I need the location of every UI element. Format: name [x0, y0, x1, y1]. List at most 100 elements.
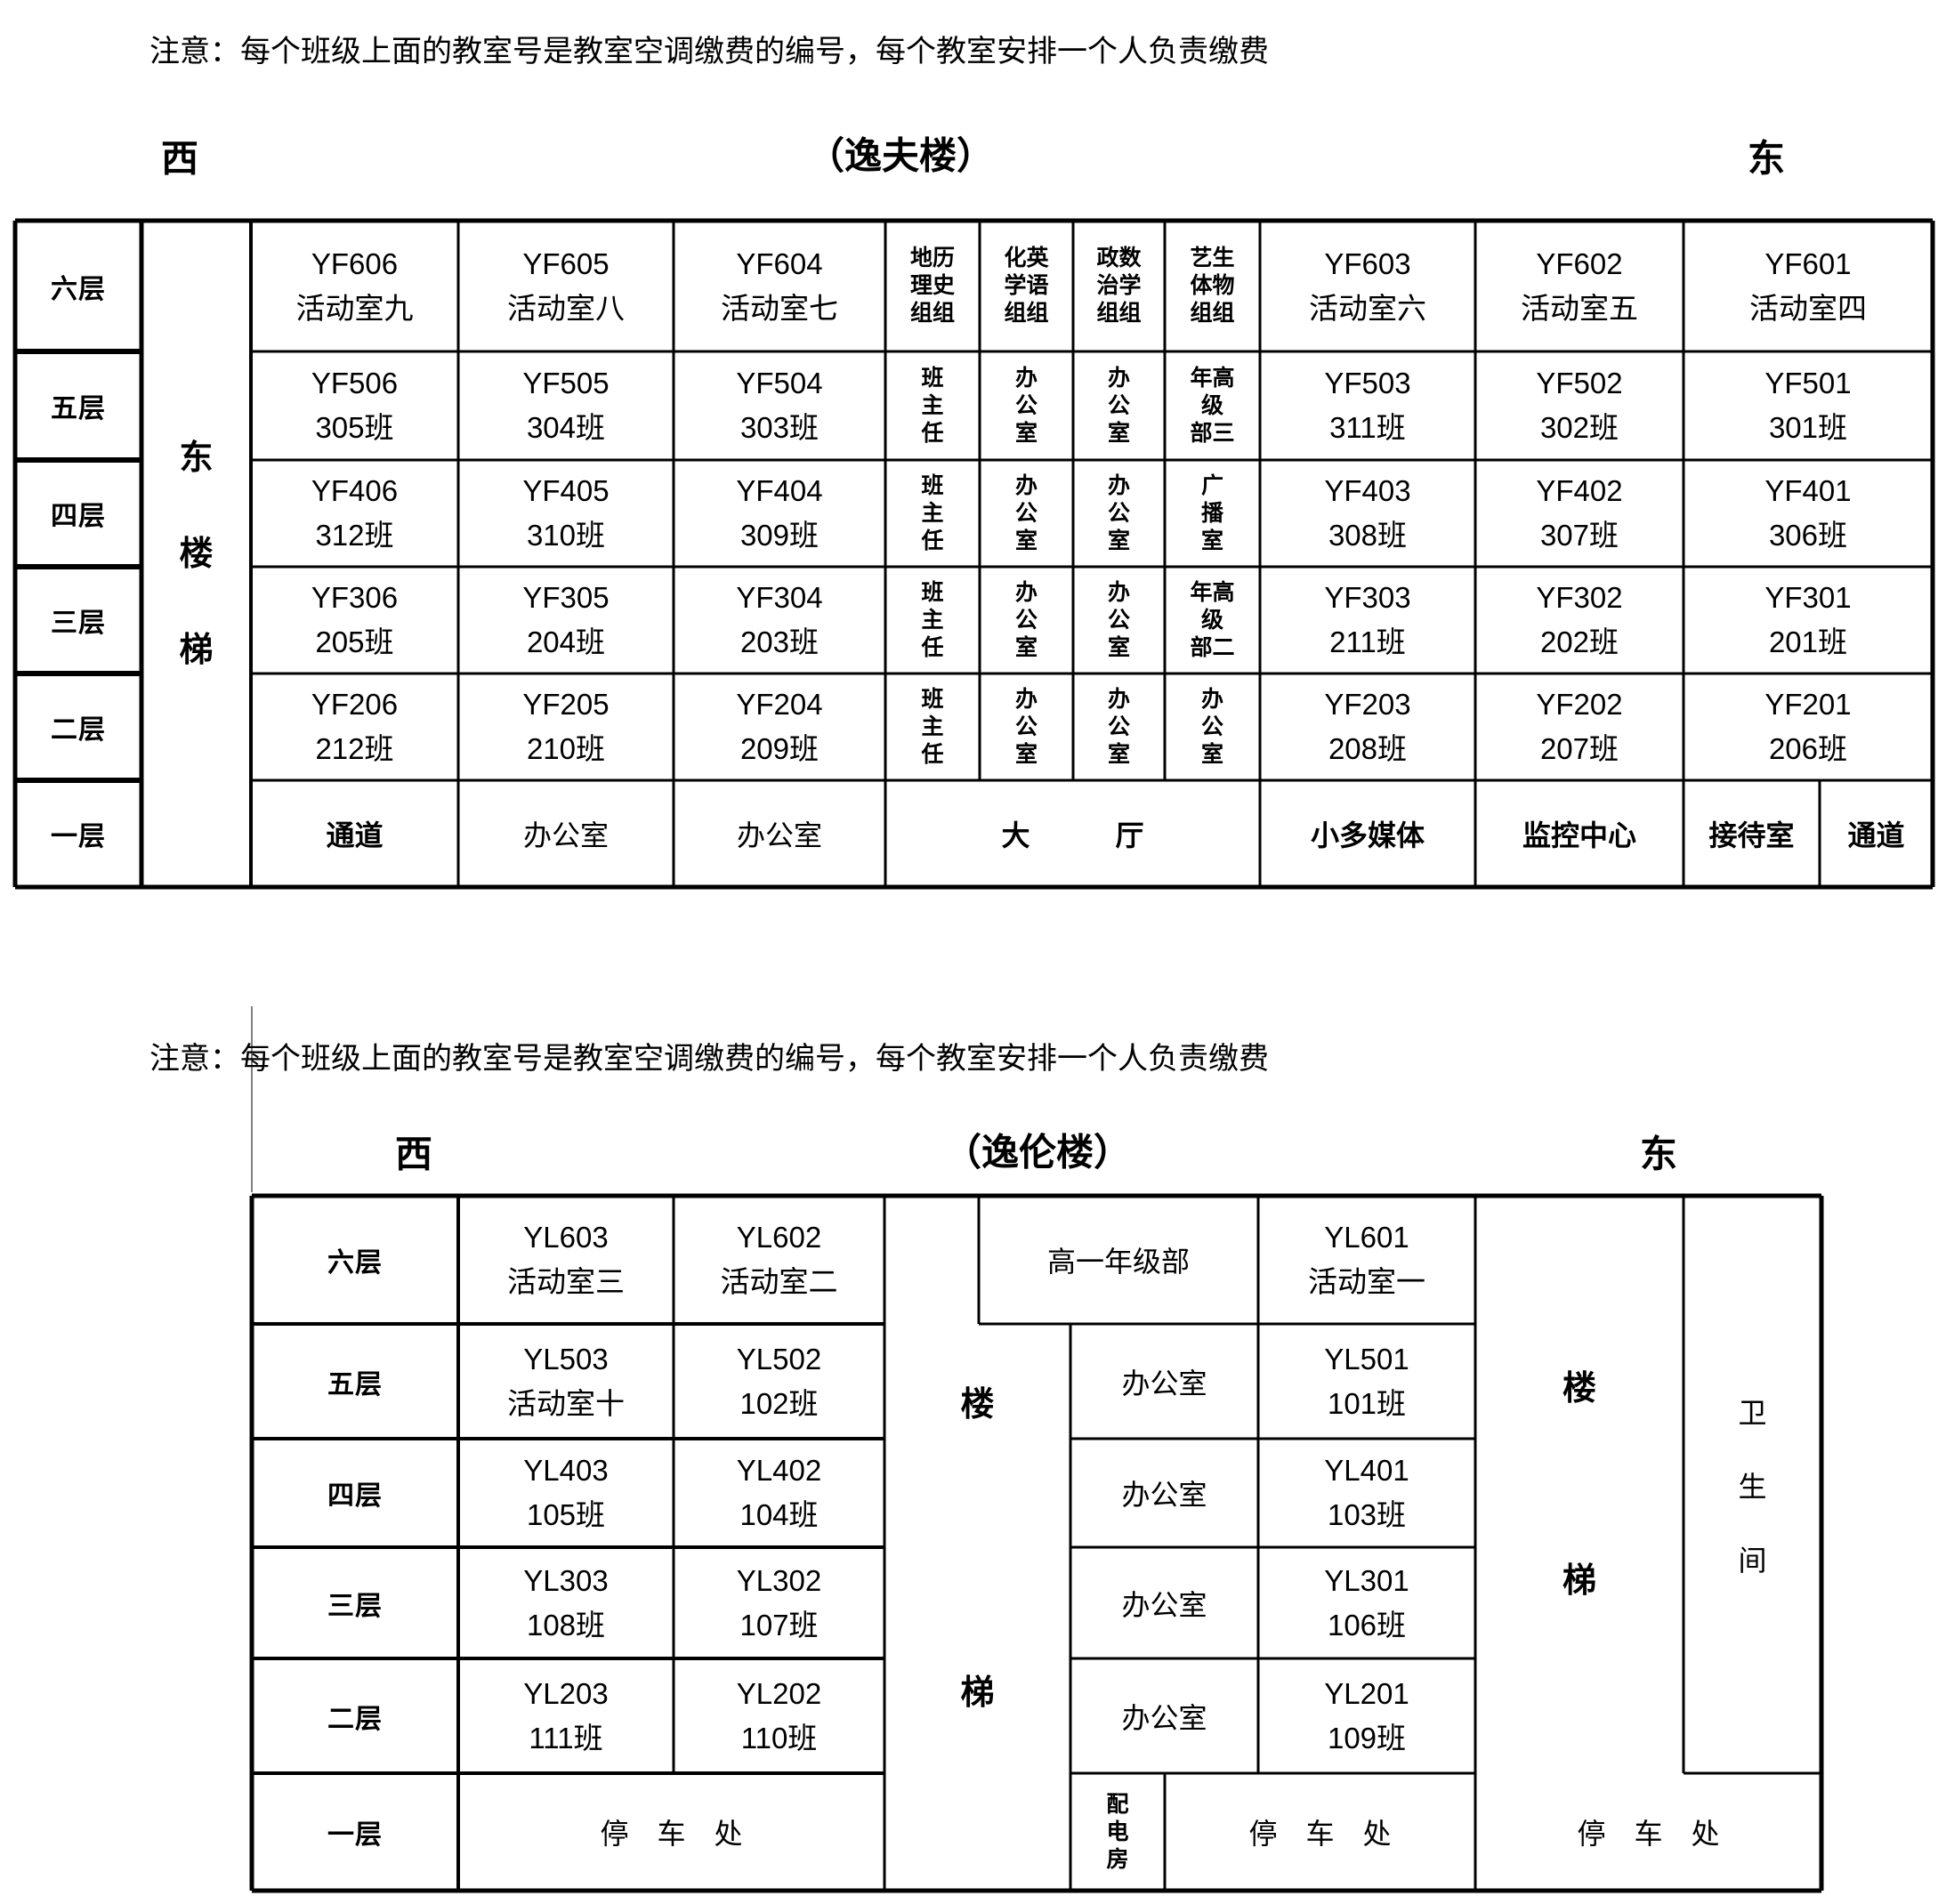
stairwell: 东 楼 梯	[179, 439, 214, 669]
office-cell: 办公室	[1121, 1588, 1207, 1621]
room-cell: YF204 209班	[736, 688, 823, 765]
office-cell: 办公室	[1121, 1701, 1207, 1734]
ground-floor-cell: 通道	[326, 819, 384, 851]
office-cell: 办 公 室	[1107, 365, 1130, 446]
room-cell: YF301 201班	[1764, 581, 1852, 658]
room-cell: YL201 109班	[1324, 1676, 1409, 1755]
room-cell: YF404 309班	[736, 474, 823, 552]
office-cell: 班 主 任	[921, 365, 944, 446]
toilet: 卫 生 间	[1738, 1396, 1767, 1577]
bottom-east-label: 东	[1639, 1134, 1678, 1176]
room-cell: YL202 110班	[736, 1676, 822, 1755]
room-cell: YL302 107班	[736, 1563, 822, 1642]
room-cell: YF503 311班	[1324, 367, 1411, 444]
floor-label: 二层	[327, 1704, 383, 1734]
office-cell: 广 播 室	[1200, 472, 1223, 553]
room-cell: YF603 活动室六	[1309, 246, 1426, 325]
ground-floor-cell: 监控中心	[1522, 819, 1636, 851]
room-cell: YF403 308班	[1324, 474, 1411, 552]
room-cell: YL303 108班	[523, 1563, 609, 1642]
office-cell: 年高 级 部二	[1190, 579, 1235, 660]
floor-label: 四层	[327, 1481, 383, 1511]
floor-label: 二层	[51, 715, 106, 745]
room-cell: YL301 106班	[1324, 1563, 1409, 1642]
power-room: 配 电 房	[1106, 1791, 1129, 1872]
office-cell: 办 公 室	[1107, 579, 1130, 660]
floor-label: 四层	[51, 502, 106, 531]
ground-floor-cell: 接待室	[1708, 819, 1795, 851]
floor-label: 六层	[51, 274, 106, 304]
ground-floor-cell: 办公室	[736, 819, 822, 851]
room-cell: YF601 活动室四	[1749, 246, 1867, 325]
room-cell: YL203 111班	[523, 1676, 609, 1755]
room-cell: YF501 301班	[1764, 367, 1852, 444]
room-cell: YF206 212班	[311, 688, 399, 765]
grade-office: 高一年级部	[1046, 1246, 1190, 1278]
room-cell: YF605 活动室八	[507, 246, 625, 325]
bottom-building-title: （逸伦楼）	[943, 1133, 1132, 1174]
room-cell: YL602 活动室二	[720, 1221, 838, 1298]
office-cell: 地历 理史 组组	[909, 246, 955, 326]
room-cell: YF306 205班	[311, 581, 399, 658]
top-building-title: （逸夫楼）	[806, 136, 995, 178]
room-cell: YF302 202班	[1536, 581, 1623, 658]
top-note: 注意：每个班级上面的教室号是教室空调缴费的编号，每个教室安排一个人负责缴费	[149, 36, 1269, 69]
room-cell: YF202 207班	[1536, 688, 1623, 765]
room-cell: YL401 103班	[1324, 1454, 1409, 1531]
room-cell: YL502 102班	[736, 1342, 822, 1420]
office-cell: 办 公 室	[1014, 472, 1038, 553]
bottom-west-label: 西	[394, 1134, 433, 1176]
top-west-label: 西	[160, 139, 199, 181]
stairwell: 楼 梯	[960, 1385, 995, 1712]
room-cell: YF303 211班	[1324, 581, 1411, 658]
office-cell: 化英 学语 组组	[1004, 246, 1049, 326]
office-cell: 办 公 室	[1200, 686, 1223, 767]
office-cell: 年高 级 部三	[1190, 365, 1235, 446]
floor-label: 三层	[327, 1591, 383, 1621]
office-cell: 办 公 室	[1014, 579, 1038, 660]
floor-label: 三层	[51, 609, 106, 638]
office-cell: 艺生 体物 组组	[1190, 246, 1235, 326]
room-cell: YF504 303班	[736, 367, 823, 444]
room-cell: YL601 活动室一	[1308, 1221, 1425, 1298]
ground-floor-cell: 办公室	[522, 819, 609, 851]
office-cell: 班 主 任	[921, 686, 944, 767]
room-cell: YF305 204班	[522, 581, 610, 658]
room-cell: YF304 203班	[736, 581, 823, 658]
room-cell: YL402 104班	[736, 1454, 822, 1531]
room-cell: YF606 活动室九	[295, 246, 414, 325]
top-east-label: 东	[1747, 139, 1786, 181]
parking: 停 车 处	[1577, 1818, 1720, 1850]
ground-floor-cell: 通道	[1847, 819, 1905, 851]
floor-label: 一层	[327, 1820, 383, 1850]
floor-label: 五层	[327, 1369, 383, 1400]
room-cell: YF506 305班	[311, 367, 399, 444]
room-cell: YF505 304班	[522, 367, 610, 444]
bottom-note: 注意：每个班级上面的教室号是教室空调缴费的编号，每个教室安排一个人负责缴费	[149, 1043, 1269, 1076]
ground-floor-cell: 小多媒体	[1310, 819, 1425, 851]
room-cell: YF201 206班	[1764, 688, 1852, 765]
office-cell: 政数 治学 组组	[1096, 246, 1142, 326]
floor-label: 一层	[51, 822, 106, 851]
room-cell: YF604 活动室七	[721, 246, 838, 325]
stairwell: 楼 梯	[1562, 1369, 1596, 1600]
office-cell: 班 主 任	[921, 472, 944, 553]
room-cell: YF203 208班	[1324, 688, 1411, 765]
parking: 停 车 处	[600, 1818, 743, 1850]
room-cell: YF401 306班	[1764, 474, 1852, 552]
ground-floor-cell: 大 厅	[1001, 819, 1144, 851]
room-cell: YF406 312班	[311, 474, 399, 552]
room-cell: YF205 210班	[522, 688, 610, 765]
parking: 停 车 处	[1248, 1818, 1392, 1850]
office-cell: 办 公 室	[1014, 686, 1038, 767]
room-cell: YF402 307班	[1536, 474, 1623, 552]
room-cell: YF602 活动室五	[1521, 246, 1638, 325]
office-cell: 办 公 室	[1107, 686, 1130, 767]
room-cell: YF405 310班	[522, 474, 610, 552]
room-cell: YL403 105班	[523, 1454, 609, 1531]
office-cell: 班 主 任	[921, 579, 944, 660]
office-cell: 办公室	[1121, 1367, 1207, 1400]
office-cell: 办 公 室	[1107, 472, 1130, 553]
room-cell: YL603 活动室三	[507, 1221, 625, 1298]
